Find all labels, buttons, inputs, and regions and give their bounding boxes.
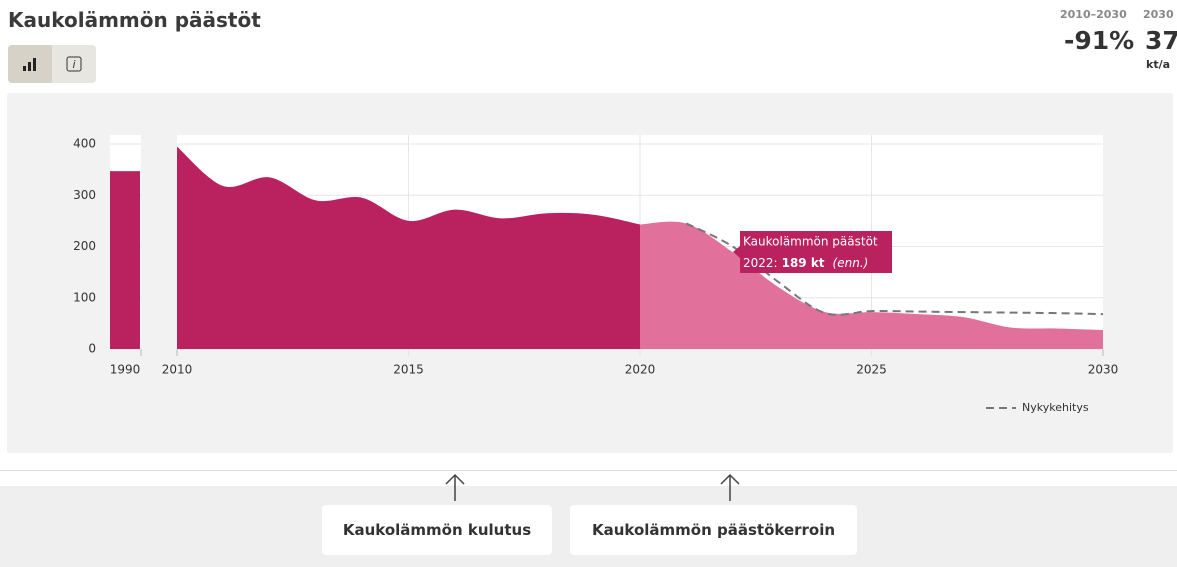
x-tick-label: 2015	[393, 363, 424, 377]
tooltip-box	[740, 231, 892, 273]
tooltip-pointer	[733, 246, 740, 258]
chart: 0 100 200 300 400 1990 2010 2015 2020 2025 2030 Nyk…	[73, 135, 1119, 414]
bar-icon	[23, 58, 36, 71]
x-tick-label: 2020	[625, 363, 656, 377]
stat-unit: kt/a	[1146, 58, 1171, 71]
area	[640, 221, 1103, 349]
y-tick-label: 400	[73, 137, 96, 151]
tooltip: Kaukolämmön päästöt 2022: 189 kt (enn.)	[733, 231, 892, 273]
arrow	[445, 473, 465, 501]
info-icon: i	[66, 56, 82, 72]
stat-value: -91%	[1064, 26, 1135, 55]
info-button[interactable]: i	[52, 45, 96, 83]
stat-period: 2030	[1143, 8, 1174, 21]
x-tick-label: 2010	[162, 363, 193, 377]
tooltip-value: 189 kt	[782, 256, 825, 270]
link-button[interactable]: Kaukolämmön kulutus	[322, 505, 552, 555]
legend-label: Nykykehitys	[1022, 401, 1089, 414]
x-tick-label: 2030	[1088, 363, 1119, 377]
chart-view-button[interactable]	[8, 45, 52, 83]
view-toggle: i	[8, 45, 96, 83]
arrow	[720, 473, 740, 501]
tooltip-line: 2022: 189 kt (enn.)	[743, 256, 868, 270]
y-tick-label: 0	[88, 342, 96, 356]
tooltip-note: (enn.)	[833, 256, 869, 270]
y-tick-label: 200	[73, 239, 96, 253]
stat-period: 2010–2030	[1060, 8, 1127, 21]
x-tick-label: 2025	[856, 363, 887, 377]
tooltip-label: 2022:	[743, 256, 778, 270]
y-tick-label: 300	[73, 188, 96, 202]
svg-text:i: i	[72, 58, 75, 71]
area	[177, 146, 640, 349]
title: Kaukolämmön päästöt	[8, 8, 261, 32]
link-button[interactable]: Kaukolämmön päästökerroin	[570, 505, 857, 555]
y-tick-label: 100	[73, 290, 96, 304]
break-bar	[110, 171, 140, 349]
divider	[0, 470, 1177, 471]
tooltip-title: Kaukolämmön päästöt	[743, 235, 878, 249]
x-tick-label: 1990	[110, 363, 141, 377]
stat-value: 37	[1145, 26, 1177, 55]
axis-break	[141, 135, 177, 349]
